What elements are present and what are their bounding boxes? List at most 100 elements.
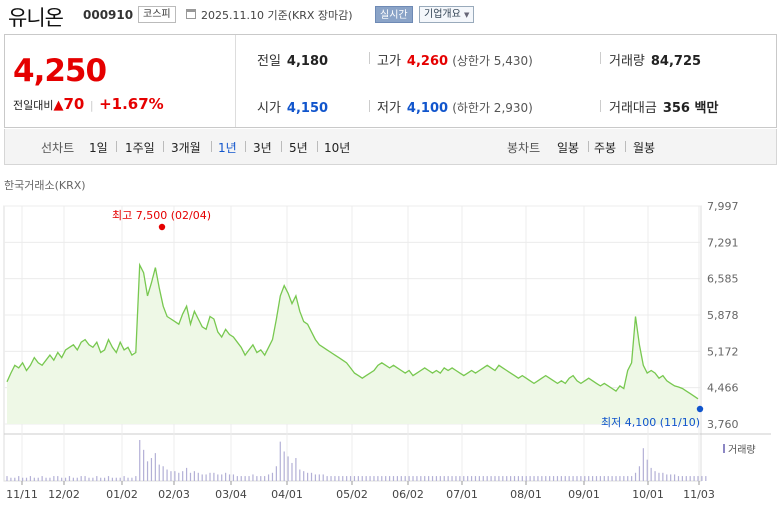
- volume-bar: [248, 476, 250, 481]
- realtime-button[interactable]: 실시간: [375, 6, 413, 23]
- volume-bar: [615, 476, 617, 481]
- volume-bar: [463, 476, 465, 481]
- price-box: 4,250 전일대비▲70 | +1.67%: [5, 35, 236, 127]
- volume-bar: [201, 474, 203, 481]
- x-tick-label: 10/01: [632, 488, 664, 501]
- volume-bar: [37, 477, 39, 481]
- volume-bar: [217, 474, 219, 481]
- volume-bar: [240, 476, 242, 481]
- volume-bar: [490, 476, 492, 481]
- change-percent: +1.67%: [99, 95, 164, 113]
- volume-bar: [670, 474, 672, 481]
- volume-bar: [193, 471, 195, 481]
- volume-bar: [654, 471, 656, 481]
- volume-bar: [408, 476, 410, 481]
- tab-1day[interactable]: 1일: [89, 141, 108, 155]
- volume-bar: [314, 474, 317, 481]
- volume-bar: [392, 476, 395, 481]
- volume-bar: [135, 476, 137, 481]
- tab-3year[interactable]: 3년: [253, 141, 272, 155]
- volume-bar: [123, 476, 125, 481]
- company-info-button[interactable]: 기업개요 ▼: [419, 6, 475, 23]
- volume-bar: [154, 453, 156, 481]
- volume-bar: [424, 476, 426, 481]
- x-tick-label: 02/03: [158, 488, 190, 501]
- x-tick-label: 05/02: [336, 488, 368, 501]
- volume-legend-swatch: [723, 444, 725, 453]
- volume-bar: [310, 472, 313, 481]
- volume-bar: [228, 474, 231, 481]
- volume-bar: [365, 476, 367, 481]
- volume-bar: [361, 476, 363, 481]
- volume-bar: [545, 476, 547, 481]
- up-arrow-icon: ▲: [53, 98, 64, 113]
- tab-monthly[interactable]: 월봉: [633, 141, 656, 155]
- tab-3month[interactable]: 3개월: [171, 141, 201, 155]
- volume-bar: [221, 474, 223, 481]
- volume-bar: [279, 441, 281, 481]
- volume-bar: [420, 476, 422, 481]
- change-row: 전일대비▲70 | +1.67%: [13, 95, 164, 113]
- price-line: [6, 262, 699, 400]
- volume-bar: [603, 476, 605, 481]
- tab-daily[interactable]: 일봉: [557, 141, 580, 155]
- volume-bar: [260, 476, 262, 481]
- volume-bar: [533, 476, 535, 481]
- high-price: 고가 4,260 (상한가 5,430): [377, 54, 533, 69]
- volume-bar: [45, 477, 47, 481]
- volume-bar: [381, 476, 383, 481]
- volume-bar: [599, 476, 602, 481]
- open-price: 시가 4,150: [257, 101, 329, 116]
- tab-10year[interactable]: 10년: [324, 141, 351, 155]
- volume-bar: [568, 476, 570, 481]
- volume-bar: [88, 477, 90, 481]
- volume-bar: [25, 477, 28, 481]
- volume-bar: [510, 476, 512, 481]
- volume-bar: [478, 476, 480, 481]
- volume-bar: [29, 476, 32, 481]
- volume-bar: [107, 476, 110, 481]
- volume-bar: [459, 476, 461, 481]
- volume-bar: [498, 476, 500, 481]
- volume-bar: [631, 476, 633, 481]
- tab-weekly[interactable]: 주봉: [594, 141, 617, 155]
- volume-bar: [549, 476, 551, 481]
- tab-5year[interactable]: 5년: [289, 141, 308, 155]
- volume-bar: [213, 472, 215, 481]
- line-chart-label: 선차트: [41, 141, 75, 155]
- volume-bar: [400, 476, 402, 481]
- low-annotation: 최저 4,100 (11/10): [601, 416, 700, 429]
- low-marker: [696, 405, 704, 413]
- volume-bar: [18, 476, 20, 481]
- volume-bar: [84, 476, 86, 481]
- volume-bar: [537, 476, 539, 481]
- prev-close: 전일 4,180: [257, 54, 329, 69]
- volume-bar: [244, 476, 246, 481]
- volume-bar: [435, 476, 438, 481]
- volume-bar: [658, 472, 660, 481]
- y-tick-label: 3,760: [707, 418, 739, 431]
- volume-bar: [61, 477, 63, 481]
- volume-bar: [209, 472, 211, 481]
- volume-bar: [68, 476, 71, 481]
- volume-bar: [143, 449, 145, 481]
- volume-bar: [205, 474, 207, 481]
- volume-bar: [513, 476, 516, 481]
- volume-bar: [53, 476, 55, 481]
- volume-bar: [252, 474, 254, 481]
- tab-1year[interactable]: 1년: [218, 141, 237, 155]
- current-price: 4,250: [13, 53, 107, 89]
- x-tick-label: 11/11: [6, 488, 38, 501]
- x-tick-label: 08/01: [510, 488, 542, 501]
- volume-bar: [225, 472, 227, 481]
- volume-bar: [338, 476, 340, 481]
- volume-bar: [474, 476, 477, 481]
- data-source: 한국거래소(KRX): [4, 179, 86, 192]
- tab-1week[interactable]: 1주일: [125, 141, 155, 155]
- volume-bar: [701, 476, 703, 481]
- volume-bar: [666, 474, 668, 481]
- volume-bar: [72, 477, 74, 481]
- volume-bar: [287, 456, 289, 481]
- volume-bar: [178, 472, 180, 481]
- y-tick-label: 4,466: [707, 382, 739, 395]
